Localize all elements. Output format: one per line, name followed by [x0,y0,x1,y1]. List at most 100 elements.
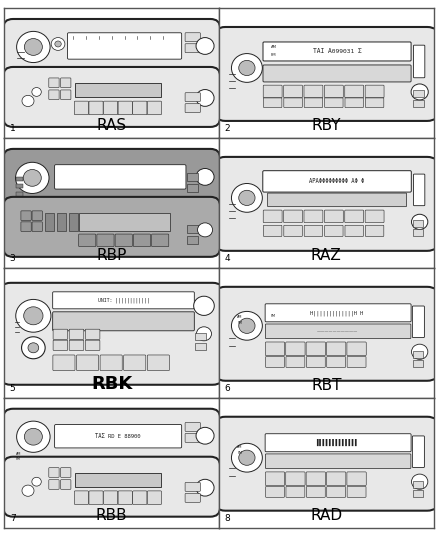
FancyBboxPatch shape [185,104,200,112]
Text: RBY: RBY [311,118,341,133]
FancyBboxPatch shape [133,101,147,115]
Text: RBB: RBB [96,507,127,523]
Text: 6: 6 [224,384,230,393]
FancyBboxPatch shape [263,171,411,192]
FancyBboxPatch shape [97,234,114,247]
Bar [57,213,66,231]
FancyBboxPatch shape [265,434,411,451]
FancyBboxPatch shape [263,85,282,98]
FancyBboxPatch shape [365,210,384,223]
FancyBboxPatch shape [304,225,323,237]
Circle shape [412,474,428,489]
Circle shape [17,31,50,62]
FancyBboxPatch shape [345,85,364,98]
Circle shape [15,162,49,193]
FancyBboxPatch shape [60,78,71,87]
FancyBboxPatch shape [284,225,302,237]
FancyBboxPatch shape [103,101,118,115]
FancyBboxPatch shape [185,423,200,431]
FancyBboxPatch shape [4,67,220,127]
FancyBboxPatch shape [265,357,284,367]
FancyBboxPatch shape [60,480,71,489]
Circle shape [25,38,42,55]
FancyBboxPatch shape [185,93,200,101]
FancyBboxPatch shape [306,472,325,486]
FancyBboxPatch shape [85,329,100,340]
FancyBboxPatch shape [21,211,31,221]
FancyBboxPatch shape [286,472,305,486]
Bar [413,351,423,358]
Text: ΑΡΑΦΦΦΦΦΦΦΦΦ ΑΦ Φ: ΑΡΑΦΦΦΦΦΦΦΦΦ ΑΦ Φ [309,179,365,184]
Circle shape [28,343,39,353]
FancyBboxPatch shape [326,342,346,356]
FancyBboxPatch shape [4,19,220,81]
Text: 4: 4 [224,254,230,263]
Circle shape [231,311,262,340]
FancyBboxPatch shape [53,312,194,331]
FancyBboxPatch shape [325,225,343,237]
Bar [45,213,54,231]
Bar [75,83,161,97]
Text: RBP: RBP [96,248,127,263]
Bar [413,229,423,236]
FancyBboxPatch shape [55,424,182,448]
Bar [187,173,198,181]
FancyBboxPatch shape [53,292,194,309]
FancyBboxPatch shape [69,329,84,340]
Circle shape [22,485,34,496]
FancyBboxPatch shape [265,304,411,322]
Bar [195,343,206,350]
FancyBboxPatch shape [147,355,170,370]
FancyBboxPatch shape [133,491,147,504]
Text: FM: FM [271,314,276,318]
FancyBboxPatch shape [185,494,200,502]
FancyBboxPatch shape [185,433,200,442]
Circle shape [55,41,61,47]
FancyBboxPatch shape [263,98,282,108]
Text: FM: FM [237,451,242,455]
FancyBboxPatch shape [124,355,146,370]
Circle shape [231,183,262,212]
Text: RAZ: RAZ [311,248,342,263]
FancyBboxPatch shape [4,197,220,257]
Circle shape [196,37,214,54]
FancyBboxPatch shape [412,436,424,467]
Bar [69,213,78,231]
Text: AM: AM [237,315,243,319]
FancyBboxPatch shape [214,287,438,381]
Circle shape [194,296,214,316]
Text: UNIT: ||||||||||||: UNIT: |||||||||||| [98,297,149,303]
FancyBboxPatch shape [185,44,200,53]
FancyBboxPatch shape [327,357,346,367]
FancyBboxPatch shape [265,487,284,497]
FancyBboxPatch shape [214,157,438,251]
Text: ——————————: —————————— [316,329,358,334]
Bar [413,90,424,98]
FancyBboxPatch shape [185,482,200,491]
FancyBboxPatch shape [103,491,118,504]
Circle shape [239,190,255,205]
FancyBboxPatch shape [286,342,305,356]
FancyBboxPatch shape [306,342,325,356]
FancyBboxPatch shape [325,85,343,98]
Circle shape [239,450,255,465]
FancyBboxPatch shape [306,487,325,497]
FancyBboxPatch shape [74,491,88,504]
Bar [75,473,161,487]
Circle shape [239,318,255,334]
FancyBboxPatch shape [69,340,84,350]
Circle shape [24,307,43,325]
FancyBboxPatch shape [53,340,68,350]
Text: 7: 7 [10,514,15,523]
FancyBboxPatch shape [413,45,425,78]
FancyBboxPatch shape [147,101,162,115]
Bar [16,184,23,188]
Circle shape [412,344,428,359]
Text: ▌▌▌▌▌▌▌▌▌▌▌▌▌: ▌▌▌▌▌▌▌▌▌▌▌▌▌ [316,439,358,446]
FancyBboxPatch shape [347,342,366,356]
Circle shape [16,300,51,332]
FancyBboxPatch shape [365,98,384,108]
FancyBboxPatch shape [77,355,99,370]
FancyBboxPatch shape [268,193,406,207]
FancyBboxPatch shape [347,357,366,367]
